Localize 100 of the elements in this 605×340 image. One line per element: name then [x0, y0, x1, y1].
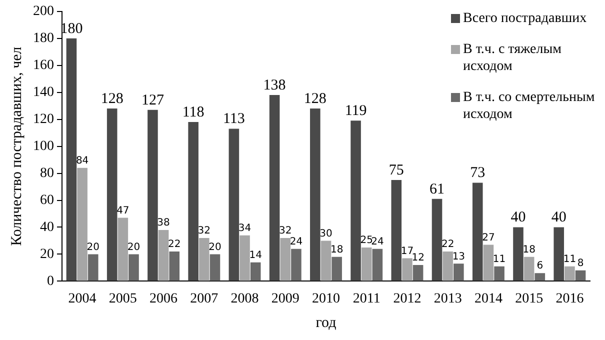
data-label: 18 [330, 244, 344, 256]
x-tick-label: 2006 [150, 291, 178, 306]
bar [320, 240, 332, 281]
bar [128, 254, 139, 281]
bar [106, 108, 118, 281]
bar [524, 256, 534, 281]
data-label: 25 [360, 235, 373, 246]
data-label: 20 [86, 242, 100, 253]
y-tick-label: 120 [33, 112, 54, 127]
bar [188, 122, 198, 281]
bar [454, 264, 464, 281]
bar [269, 95, 280, 281]
data-label: 27 [482, 232, 495, 244]
y-tick-label: 100 [33, 138, 54, 154]
x-tick-label: 2008 [230, 291, 259, 306]
y-tick-label: 160 [33, 58, 54, 74]
data-label: 6 [536, 260, 544, 272]
data-label: 32 [198, 226, 211, 237]
data-label: 40 [510, 210, 526, 226]
bar [250, 262, 261, 281]
x-tick-label: 2015 [515, 291, 544, 306]
x-tick-label: 2013 [434, 291, 462, 306]
y-tick-label: 200 [33, 4, 54, 20]
data-label: 113 [222, 111, 245, 128]
data-label: 30 [320, 228, 332, 240]
bar [350, 120, 361, 281]
data-label: 128 [100, 90, 124, 107]
data-label: 20 [208, 242, 222, 253]
bar [332, 256, 342, 281]
data-label: 17 [400, 246, 414, 257]
y-tick-label: 140 [33, 85, 54, 100]
y-tick-label: 40 [40, 220, 54, 235]
legend-label: Всего пострадавших [463, 10, 587, 27]
bar [280, 238, 291, 281]
data-label: 34 [238, 222, 252, 234]
x-tick-label: 2016 [556, 291, 584, 306]
y-tick-label: 60 [40, 192, 54, 208]
bar [412, 265, 424, 281]
data-label: 11 [492, 254, 506, 265]
x-tick-label: 2010 [312, 291, 340, 306]
bar [432, 198, 442, 281]
data-label: 13 [452, 251, 466, 262]
bar [483, 244, 494, 281]
data-label: 119 [344, 103, 367, 120]
bar [66, 38, 77, 281]
bar [291, 248, 302, 281]
y-tick-label: 20 [40, 246, 54, 262]
bar [228, 128, 240, 281]
x-tick-label: 2011 [352, 291, 380, 306]
data-label: 180 [60, 20, 83, 37]
bar [513, 227, 524, 281]
legend-label: В т.ч. со смертельным исходом [463, 89, 596, 123]
bar [199, 238, 210, 281]
data-label: 22 [168, 239, 181, 250]
bar [158, 230, 169, 281]
bar [169, 252, 180, 281]
data-label: 18 [522, 244, 536, 256]
bar [118, 218, 128, 281]
bar [534, 273, 546, 281]
y-axis-title: Количество пострадавших, чел [8, 46, 25, 246]
data-label: 8 [577, 258, 584, 269]
bar [402, 258, 412, 281]
data-label: 40 [551, 210, 566, 226]
bar [210, 254, 220, 281]
data-label: 84 [76, 155, 89, 166]
bar [310, 108, 320, 281]
bar [77, 168, 88, 281]
bar [472, 182, 483, 281]
data-label: 12 [412, 252, 424, 264]
bar [494, 266, 504, 281]
data-label: 73 [470, 165, 486, 182]
bar [240, 235, 250, 281]
data-label: 38 [157, 218, 170, 229]
data-label: 20 [127, 242, 140, 253]
y-tick-label: 80 [40, 166, 54, 181]
data-label: 128 [304, 90, 326, 107]
data-label: 118 [182, 104, 204, 120]
bar [564, 266, 575, 281]
x-tick-label: 2014 [474, 291, 502, 306]
y-tick-label: 0 [47, 274, 54, 289]
bar [88, 254, 98, 281]
data-label: 61 [430, 181, 445, 198]
bar [361, 247, 372, 281]
x-tick-label: 2012 [393, 291, 422, 306]
data-label: 22 [441, 239, 454, 250]
bar [575, 270, 586, 281]
data-label: 32 [279, 226, 292, 237]
data-label: 14 [249, 250, 262, 261]
data-label: 47 [116, 205, 130, 216]
legend-label: В т.ч. с тяжелым исходом [463, 41, 562, 75]
bar [372, 248, 383, 281]
x-tick-label: 2009 [271, 291, 300, 306]
data-label: 138 [263, 77, 286, 94]
x-tick-label: 2007 [190, 291, 218, 306]
x-tick-label: 2004 [68, 291, 96, 306]
bar [554, 227, 564, 281]
bar [148, 110, 158, 281]
data-label: 75 [388, 162, 404, 178]
y-tick-label: 180 [33, 31, 54, 46]
x-axis-title: год [316, 314, 337, 331]
